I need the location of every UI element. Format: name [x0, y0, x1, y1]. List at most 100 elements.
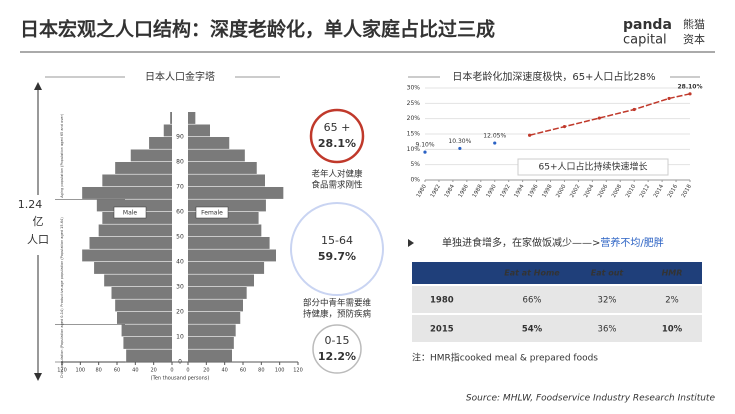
- insight-highlight: 营养不均/肥胖: [600, 236, 663, 249]
- bar: [115, 299, 172, 312]
- y-tick-label: 0%: [410, 177, 420, 184]
- bar: [188, 199, 266, 212]
- bar: [121, 324, 172, 337]
- bar: [188, 337, 234, 349]
- table-row-bg: [412, 286, 702, 313]
- point: [632, 107, 636, 112]
- bar: [115, 162, 172, 174]
- bar: [188, 312, 241, 324]
- x-tick-label: 100: [275, 368, 285, 374]
- bar: [188, 162, 257, 174]
- y-tick-label: 30: [176, 284, 184, 291]
- annotation: 65+人口占比持续快速增长: [539, 161, 648, 173]
- bar: [188, 349, 232, 362]
- bar: [123, 337, 172, 349]
- point: [562, 125, 567, 129]
- bar: [89, 237, 172, 249]
- bar: [188, 262, 265, 274]
- bar: [188, 112, 196, 124]
- x-tick-label: 120: [293, 368, 303, 374]
- bar: [82, 249, 172, 262]
- chart-title: 日本人口金字塔: [145, 70, 215, 83]
- group-label: Child population (Population aged 0-14): [60, 308, 64, 378]
- annotation-box: [517, 158, 669, 176]
- insight-text: 单独进食增多，在家做饭减少——>: [442, 236, 600, 249]
- table-cell: 2%: [665, 296, 679, 306]
- table-row-bg: [412, 315, 702, 342]
- bar: [188, 249, 276, 262]
- logo: 资本: [683, 32, 705, 46]
- bullet: [408, 239, 414, 247]
- x-tick-label: 60: [114, 368, 120, 374]
- bar: [188, 324, 236, 337]
- group-note: 持健康，预防疾病: [303, 309, 372, 320]
- group-note: 老年人对健康: [311, 169, 363, 180]
- group-name: 15-64: [321, 234, 353, 247]
- title-bg: [440, 70, 670, 84]
- x-tick-label: 80: [95, 368, 101, 374]
- trend-line: [529, 93, 691, 136]
- point: [667, 96, 671, 101]
- x-tick-label: 20: [150, 368, 156, 374]
- group-name: 0-15: [325, 334, 350, 347]
- y-tick-label: 15%: [407, 131, 421, 138]
- insight: 单独进食增多，在家做饭减少——>营养不均/肥胖: [442, 236, 664, 249]
- bar: [188, 237, 270, 249]
- y-tick-label: 20: [176, 309, 184, 316]
- x-tick-label: 0: [186, 368, 189, 374]
- logo: 熊猫: [683, 17, 705, 31]
- bar: [188, 187, 284, 199]
- bar: [96, 199, 172, 212]
- point: [458, 146, 462, 151]
- y-tick-label: 70: [176, 184, 184, 191]
- bar: [111, 287, 172, 299]
- table-cell: 54%: [522, 325, 543, 335]
- x-tick-label: 40: [221, 368, 227, 374]
- table-cell: 32%: [598, 296, 617, 306]
- bar: [126, 349, 172, 362]
- data-label: 12.05%: [483, 133, 506, 140]
- y-tick-label: 90: [176, 134, 184, 141]
- table-header: Eat out: [591, 269, 625, 278]
- table-cell: 2015: [430, 325, 454, 335]
- slide-title: 日本宏观之人口结构：深度老龄化，单人家庭占比过三成: [20, 18, 495, 41]
- bar: [98, 224, 172, 237]
- bar: [188, 224, 262, 237]
- group-circle: [309, 108, 365, 164]
- table-cell: 1980: [430, 296, 454, 306]
- population-value: 1.24: [18, 198, 43, 211]
- x-tick-label: 40: [132, 368, 138, 374]
- side-label: Male: [123, 210, 138, 217]
- data-label: 28.10%: [678, 83, 703, 90]
- bar: [82, 187, 172, 199]
- group-share: 28.1%: [318, 137, 356, 150]
- bar: [102, 174, 172, 187]
- note: 注：HMR指cooked meal & prepared foods: [412, 352, 598, 364]
- table-cell: 36%: [598, 325, 617, 335]
- y-tick-label: 50: [176, 234, 184, 241]
- bar: [117, 312, 172, 324]
- bar: [188, 149, 245, 162]
- y-tick-label: 25%: [407, 100, 421, 107]
- y-tick-label: 80: [176, 159, 184, 166]
- data-label: 10.30%: [448, 138, 471, 145]
- chart-title: 日本老龄化加深速度极快，65+人口占比28%: [452, 70, 655, 83]
- x-tick-label: 0: [170, 368, 173, 374]
- group-note: 食品需求刚性: [311, 180, 363, 191]
- group-circle: [312, 324, 362, 374]
- group-label: Aging population (Population aged 65 and…: [60, 113, 64, 198]
- label-bg: [20, 195, 56, 255]
- title-bg: [125, 70, 235, 84]
- bar: [188, 287, 247, 299]
- side-label: Female: [201, 210, 223, 217]
- label-box: [113, 206, 147, 219]
- y-tick-label: 40: [176, 259, 184, 266]
- group-circle: [290, 202, 384, 296]
- x-tick-label: 60: [240, 368, 246, 374]
- population-label: 人口: [27, 233, 49, 246]
- bar: [104, 274, 172, 287]
- y-tick-label: 10: [176, 334, 184, 341]
- y-tick-label: 30%: [407, 85, 421, 92]
- group-label: Productive-age population (Population ag…: [60, 217, 64, 307]
